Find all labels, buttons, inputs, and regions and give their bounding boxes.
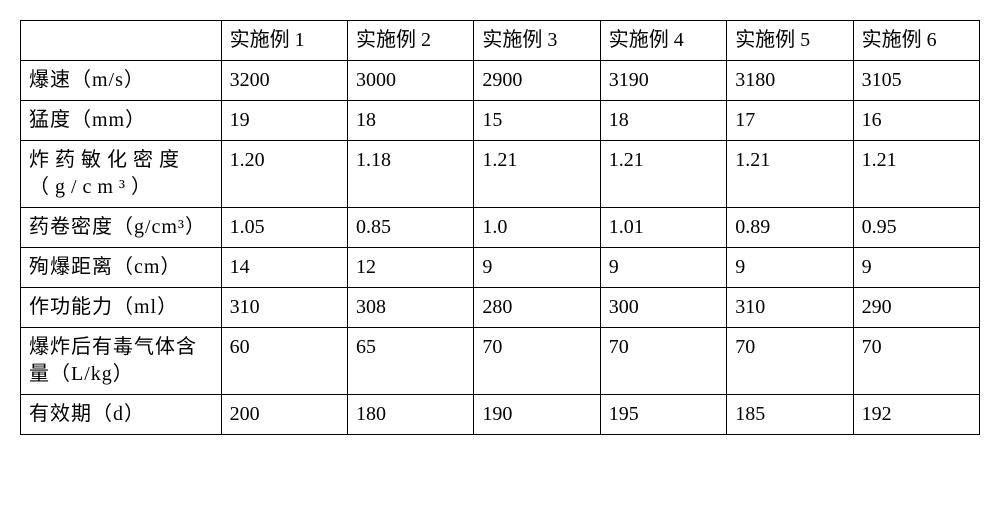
table-cell: 1.21: [474, 141, 600, 208]
table-cell: 185: [727, 395, 853, 435]
table-cell: 3000: [348, 61, 474, 101]
table-cell: 195: [600, 395, 726, 435]
table-row: 炸药敏化密度（g/cm³） 1.20 1.18 1.21 1.21 1.21 1…: [21, 141, 980, 208]
table-cell: 9: [853, 248, 979, 288]
row-label: 药卷密度（g/cm³）: [21, 208, 222, 248]
table-cell: 192: [853, 395, 979, 435]
table-cell: 1.0: [474, 208, 600, 248]
table-cell: 1.21: [600, 141, 726, 208]
row-label: 猛度（mm）: [21, 101, 222, 141]
row-label: 作功能力（ml）: [21, 288, 222, 328]
table-cell: 15: [474, 101, 600, 141]
header-cell: 实施例 5: [727, 21, 853, 61]
table-cell: 280: [474, 288, 600, 328]
header-cell-blank: [21, 21, 222, 61]
table-cell: 300: [600, 288, 726, 328]
table-cell: 3200: [221, 61, 347, 101]
table-header-row: 实施例 1 实施例 2 实施例 3 实施例 4 实施例 5 实施例 6: [21, 21, 980, 61]
header-cell: 实施例 4: [600, 21, 726, 61]
table-body: 实施例 1 实施例 2 实施例 3 实施例 4 实施例 5 实施例 6 爆速（m…: [21, 21, 980, 435]
table-cell: 65: [348, 328, 474, 395]
table-cell: 308: [348, 288, 474, 328]
table-cell: 9: [474, 248, 600, 288]
table-row: 爆速（m/s） 3200 3000 2900 3190 3180 3105: [21, 61, 980, 101]
table-cell: 190: [474, 395, 600, 435]
table-cell: 70: [853, 328, 979, 395]
table-cell: 180: [348, 395, 474, 435]
header-cell: 实施例 1: [221, 21, 347, 61]
header-cell: 实施例 3: [474, 21, 600, 61]
row-label: 爆速（m/s）: [21, 61, 222, 101]
table-cell: 14: [221, 248, 347, 288]
table-cell: 1.18: [348, 141, 474, 208]
row-label: 爆炸后有毒气体含量（L/kg）: [21, 328, 222, 395]
table-row: 猛度（mm） 19 18 15 18 17 16: [21, 101, 980, 141]
table-cell: 310: [221, 288, 347, 328]
table-cell: 3190: [600, 61, 726, 101]
table-cell: 17: [727, 101, 853, 141]
table-cell: 0.89: [727, 208, 853, 248]
table-cell: 60: [221, 328, 347, 395]
table-cell: 310: [727, 288, 853, 328]
table-row: 药卷密度（g/cm³） 1.05 0.85 1.0 1.01 0.89 0.95: [21, 208, 980, 248]
table-cell: 2900: [474, 61, 600, 101]
table-cell: 70: [600, 328, 726, 395]
row-label: 殉爆距离（cm）: [21, 248, 222, 288]
table-cell: 290: [853, 288, 979, 328]
header-cell: 实施例 6: [853, 21, 979, 61]
table-cell: 16: [853, 101, 979, 141]
table-row: 殉爆距离（cm） 14 12 9 9 9 9: [21, 248, 980, 288]
table-cell: 9: [727, 248, 853, 288]
row-label: 炸药敏化密度（g/cm³）: [21, 141, 222, 208]
table-cell: 1.05: [221, 208, 347, 248]
table-cell: 9: [600, 248, 726, 288]
table-cell: 1.21: [853, 141, 979, 208]
table-row: 有效期（d） 200 180 190 195 185 192: [21, 395, 980, 435]
table-cell: 70: [727, 328, 853, 395]
table-cell: 18: [600, 101, 726, 141]
table-row: 爆炸后有毒气体含量（L/kg） 60 65 70 70 70 70: [21, 328, 980, 395]
table-cell: 3180: [727, 61, 853, 101]
table-cell: 200: [221, 395, 347, 435]
table-cell: 19: [221, 101, 347, 141]
table-row: 作功能力（ml） 310 308 280 300 310 290: [21, 288, 980, 328]
table-cell: 18: [348, 101, 474, 141]
table-cell: 3105: [853, 61, 979, 101]
data-table: 实施例 1 实施例 2 实施例 3 实施例 4 实施例 5 实施例 6 爆速（m…: [20, 20, 980, 435]
table-cell: 12: [348, 248, 474, 288]
row-label: 有效期（d）: [21, 395, 222, 435]
table-cell: 70: [474, 328, 600, 395]
table-cell: 1.01: [600, 208, 726, 248]
table-cell: 1.21: [727, 141, 853, 208]
header-cell: 实施例 2: [348, 21, 474, 61]
table-cell: 1.20: [221, 141, 347, 208]
table-cell: 0.95: [853, 208, 979, 248]
table-cell: 0.85: [348, 208, 474, 248]
